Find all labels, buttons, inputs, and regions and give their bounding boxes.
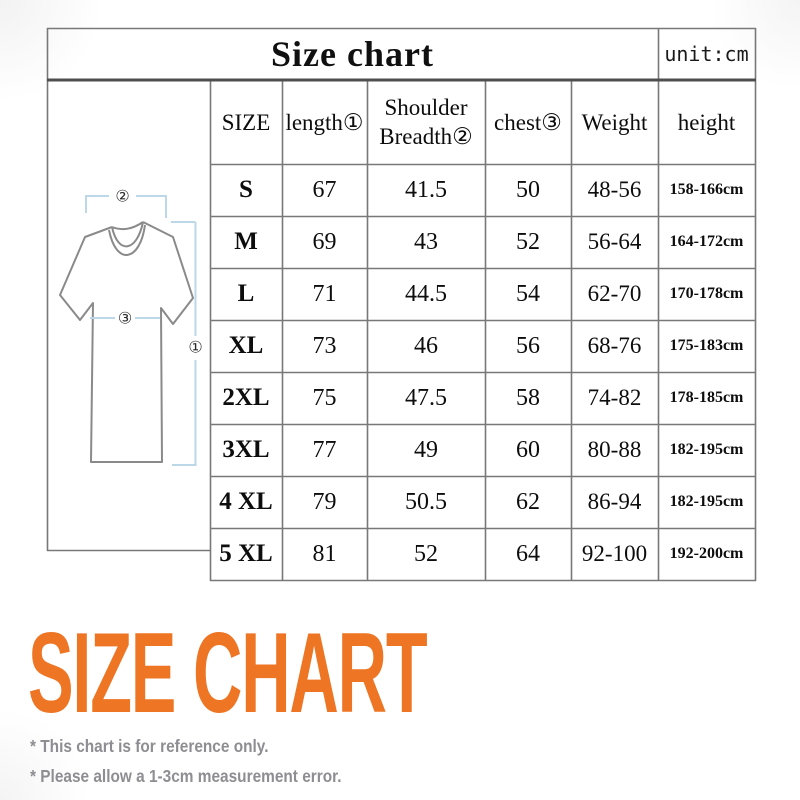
- cell-shoulder: 43: [414, 228, 438, 255]
- chest-label: ③: [118, 311, 132, 328]
- cell-size: 5 XL: [219, 540, 273, 567]
- header-length: length①: [285, 109, 364, 135]
- cell-height: 158-166cm: [669, 181, 744, 198]
- cell-size: 3XL: [222, 436, 270, 463]
- cell-length: 77: [312, 436, 337, 463]
- header-chest: chest③: [494, 109, 562, 135]
- cell-shoulder: 46: [414, 332, 438, 359]
- cell-height: 164-172cm: [669, 233, 744, 250]
- cell-length: 71: [312, 280, 337, 307]
- cell-length: 75: [312, 384, 337, 411]
- cell-shoulder: 50.5: [405, 488, 447, 515]
- size-row-xl: XL 73 46 56 68-76 175-183cm: [210, 320, 755, 372]
- tshirt-outline: [59, 221, 194, 463]
- size-chart-heading: SIZE CHART: [28, 610, 428, 737]
- size-row-s: S 67 41.5 50 48-56 158-166cm: [210, 164, 755, 216]
- cell-weight: 62-70: [587, 281, 642, 306]
- size-row-2xl: 2XL 75 47.5 58 74-82 178-185cm: [210, 372, 755, 424]
- footnote-measurement-error: * Please allow a 1-3cm measurement error…: [30, 766, 342, 786]
- cell-weight: 92-100: [581, 541, 648, 566]
- cell-height: 192-200cm: [669, 545, 744, 562]
- table-title: Size chart: [271, 34, 434, 74]
- size-row-l: L 71 44.5 54 62-70 170-178cm: [210, 268, 755, 320]
- cell-height: 182-195cm: [669, 493, 744, 510]
- cell-length: 67: [312, 176, 337, 203]
- grid-thin-lines: [46, 27, 757, 582]
- cell-length: 79: [312, 488, 337, 515]
- unit-label: unit:cm: [664, 42, 749, 66]
- cell-chest: 52: [516, 228, 540, 255]
- cell-size: L: [237, 280, 255, 307]
- measure-lines: [85, 195, 197, 466]
- cell-size: M: [234, 228, 258, 255]
- cell-size: 4 XL: [219, 488, 273, 515]
- cell-chest: 50: [516, 176, 540, 203]
- cell-weight: 74-82: [587, 385, 642, 410]
- cell-height: 170-178cm: [669, 285, 744, 302]
- header-height: height: [677, 109, 736, 135]
- cell-weight: 48-56: [587, 177, 642, 202]
- cell-length: 73: [312, 332, 337, 359]
- cell-chest: 62: [516, 488, 540, 515]
- cell-shoulder: 49: [414, 436, 438, 463]
- cell-chest: 56: [516, 332, 540, 359]
- length-label: ①: [188, 340, 202, 357]
- tshirt-collar: [108, 221, 146, 256]
- cell-length: 69: [312, 228, 337, 255]
- cell-shoulder: 52: [414, 540, 438, 567]
- header-shoulder: Shoulder Breadth②: [379, 94, 473, 149]
- cell-weight: 68-76: [587, 333, 642, 358]
- cell-shoulder: 47.5: [405, 384, 447, 411]
- cell-chest: 54: [516, 280, 540, 307]
- cell-chest: 64: [516, 540, 540, 567]
- header-weight: Weight: [581, 109, 648, 135]
- size-row-5xl: 5 XL 81 52 64 92-100 192-200cm: [210, 528, 755, 580]
- cell-size: 2XL: [222, 384, 270, 411]
- cell-size: S: [239, 176, 253, 203]
- cell-size: XL: [228, 332, 264, 359]
- cell-height: 178-185cm: [669, 389, 744, 406]
- cell-height: 182-195cm: [669, 441, 744, 458]
- cell-height: 175-183cm: [669, 337, 744, 354]
- cell-weight: 86-94: [587, 489, 642, 514]
- cell-length: 81: [312, 540, 337, 567]
- cell-weight: 80-88: [587, 437, 642, 462]
- tshirt-measure-diagram: ② ③ ①: [59, 189, 203, 466]
- cell-chest: 58: [516, 384, 540, 411]
- footnote-reference-only: * This chart is for reference only.: [30, 736, 269, 756]
- cell-chest: 60: [516, 436, 540, 463]
- header-size: SIZE: [221, 109, 271, 135]
- shoulder-label: ②: [115, 189, 129, 206]
- cell-weight: 56-64: [587, 229, 642, 254]
- size-row-4xl: 4 XL 79 50.5 62 86-94 182-195cm: [210, 476, 755, 528]
- table-gridlines: [46, 27, 757, 582]
- size-row-3xl: 3XL 77 49 60 80-88 182-195cm: [210, 424, 755, 476]
- cell-shoulder: 44.5: [405, 280, 447, 307]
- cell-shoulder: 41.5: [405, 176, 447, 203]
- size-row-m: M 69 43 52 56-64 164-172cm: [210, 216, 755, 268]
- header-row: SIZE length① Shoulder Breadth② chest③ We…: [210, 81, 755, 164]
